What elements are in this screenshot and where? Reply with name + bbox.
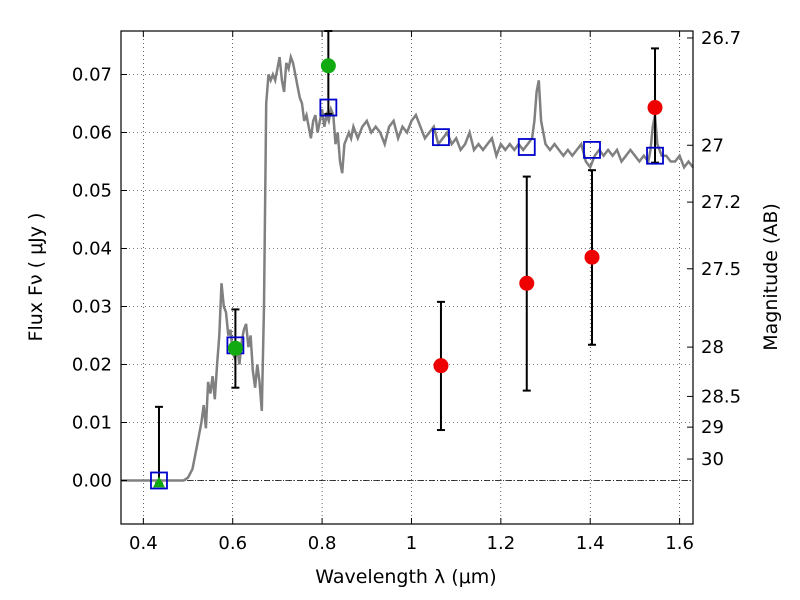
template-box [150, 471, 168, 490]
y2-tick-label: 27.2 [701, 192, 741, 213]
x-axis-label: Wavelength λ (μm) [315, 566, 496, 588]
x-tick-label: 0.6 [218, 533, 247, 554]
x-tick-label: 1.2 [487, 533, 516, 554]
ir-point [647, 100, 663, 116]
y2-tick-label: 28.5 [701, 386, 741, 407]
x-axis-ticks: 0.4 0.6 0.8 1 1.2 1.4 1.6 [129, 31, 694, 554]
ir-point [584, 249, 600, 265]
y-tick-label: 0.00 [72, 471, 112, 492]
y-tick-label: 0.02 [72, 355, 112, 376]
y-tick-label: 0.03 [72, 297, 112, 318]
y2-tick-label: 26.7 [701, 28, 741, 49]
x-tick-label: 0.4 [129, 533, 158, 554]
template-box [319, 98, 338, 117]
ir-point [519, 275, 535, 291]
plot-frame [120, 30, 694, 525]
x-tick-label: 1 [406, 533, 417, 554]
y-tick-label: 0.07 [72, 65, 112, 86]
y2-axis-label: Magnitude (AB) [760, 203, 782, 351]
y2-tick-label: 28 [701, 337, 724, 358]
x-tick-label: 0.8 [308, 533, 337, 554]
template-box [432, 128, 450, 147]
y2-axis-ticks: 26.7 27 27.2 27.5 28 28.5 29 30 [687, 28, 741, 470]
y2-tick-label: 29 [701, 417, 724, 438]
y-tick-label: 0.04 [72, 239, 112, 260]
detection-point [320, 58, 336, 74]
y-axis-ticks: 0.00 0.01 0.02 0.03 0.04 0.05 0.06 0.07 [72, 65, 127, 492]
y2-tick-label: 27 [701, 135, 724, 156]
plot-background [121, 31, 693, 524]
y2-tick-label: 30 [701, 449, 724, 470]
template-box [646, 146, 664, 165]
template-box [583, 140, 601, 159]
x-tick-label: 1.4 [576, 533, 605, 554]
model-spectrum-line [121, 52, 694, 482]
y2-tick-label: 27.5 [701, 259, 741, 280]
x-tick-label: 1.6 [665, 533, 694, 554]
y-axis-label: Flux Fν ( μJy ) [25, 213, 47, 342]
upper-limit-marker [152, 476, 165, 488]
template-boxes [150, 98, 664, 490]
photometry-markers [152, 58, 663, 488]
y-tick-label: 0.01 [72, 413, 112, 434]
template-box [517, 138, 536, 156]
y-tick-label: 0.06 [72, 123, 112, 144]
ir-point [433, 358, 449, 374]
detection-point [227, 340, 243, 356]
y-tick-label: 0.05 [72, 181, 112, 202]
